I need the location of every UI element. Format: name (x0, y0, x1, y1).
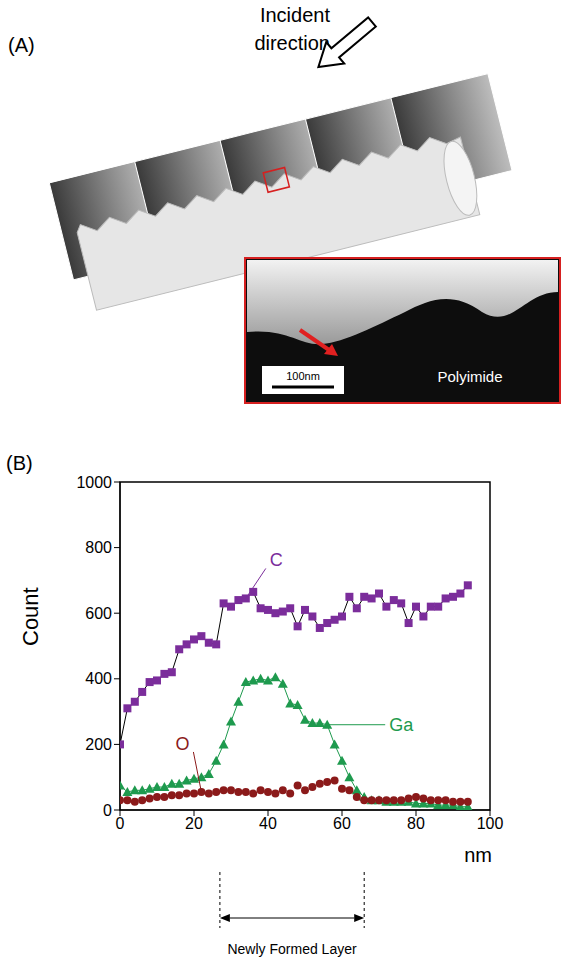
svg-text:Incident: Incident (260, 4, 330, 26)
svg-text:Ga: Ga (389, 715, 414, 735)
svg-text:nm: nm (464, 844, 492, 866)
svg-text:Count: Count (18, 587, 43, 646)
svg-text:400: 400 (85, 670, 112, 687)
svg-text:80: 80 (407, 815, 425, 832)
svg-text:0: 0 (116, 815, 125, 832)
svg-text:60: 60 (333, 815, 351, 832)
svg-text:1000: 1000 (76, 474, 112, 491)
svg-text:600: 600 (85, 605, 112, 622)
svg-text:Newly Formed Layer: Newly Formed Layer (227, 941, 356, 957)
svg-text:Polyimide: Polyimide (437, 368, 502, 385)
html-text:(B): (B) (6, 452, 33, 474)
svg-text:20: 20 (185, 815, 203, 832)
svg-text:0: 0 (103, 802, 112, 819)
svg-text:(A): (A) (8, 34, 35, 56)
svg-text:40: 40 (259, 815, 277, 832)
svg-text:direction: direction (254, 32, 330, 54)
svg-text:800: 800 (85, 539, 112, 556)
svg-text:C: C (270, 550, 283, 570)
svg-text:O: O (175, 734, 189, 754)
svg-text:200: 200 (85, 736, 112, 753)
svg-text:100: 100 (477, 815, 504, 832)
svg-text:100nm: 100nm (286, 370, 320, 382)
